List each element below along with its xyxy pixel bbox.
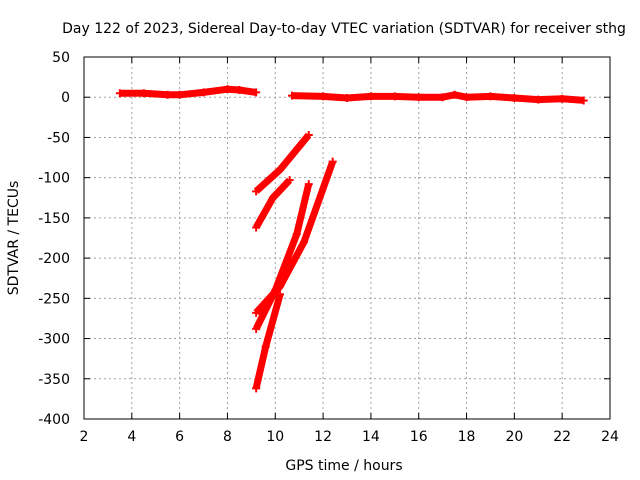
data-point [285,176,294,185]
x-tick-label: 2 [80,429,89,445]
data-point [276,165,285,174]
data-point [252,384,261,393]
series-line [253,160,336,316]
y-tick-label: -150 [38,211,70,227]
data-point [486,92,495,101]
y-tick-label: -350 [38,372,70,388]
x-tick-label: 10 [266,429,284,445]
y-tick-label: -300 [38,332,70,348]
data-point [438,93,447,102]
data-point [252,187,261,196]
data-point [414,93,423,102]
y-tick-label: 0 [61,90,70,106]
data-point [558,94,567,103]
data-point [139,89,148,98]
data-point [304,180,313,189]
plot-frame [83,56,611,420]
data-point [579,96,588,105]
series-6 [252,157,337,317]
chart-title: Day 122 of 2023, Sidereal Day-to-day VTE… [62,21,626,37]
data-point [328,157,337,166]
x-axis-label: GPS time / hours [285,458,402,474]
series-line [252,183,313,331]
y-axis-label: SDTVAR / TECUs [6,181,22,296]
x-tick-label: 24 [601,429,619,445]
x-tick-label: 6 [175,429,184,445]
data-point [288,91,297,100]
data-point [175,90,184,99]
data-point [223,85,232,94]
series-1 [115,85,261,99]
data-point [252,308,261,317]
x-axis: 2 4 6 8 10 12 14 16 18 20 22 24 [80,57,619,445]
data-point [510,94,519,103]
data-point [235,85,244,94]
data-point [343,94,351,103]
data-point [276,290,285,299]
y-tick-label: 50 [52,50,70,66]
data-point [462,93,471,102]
data-point [390,92,399,101]
x-tick-label: 20 [505,429,523,445]
data-point [276,282,285,291]
data-point [534,95,543,104]
data-point [163,90,172,99]
series-2 [288,90,588,105]
data-point [261,342,270,351]
grid [84,57,610,419]
data-point [304,131,313,140]
y-tick-label: -50 [47,130,70,146]
y-axis: 50 0 -50 -100 -150 -200 -250 -300 -350 -400 [38,50,610,428]
x-tick-label: 18 [458,429,476,445]
series-4 [252,176,294,232]
x-tick-label: 16 [410,429,428,445]
x-tick-label: 4 [127,429,136,445]
data-point [319,92,328,101]
x-tick-label: 14 [362,429,380,445]
data-point [252,88,261,97]
x-tick-label: 12 [314,429,332,445]
series-group [115,85,588,393]
y-tick-label: -250 [38,291,70,307]
data-point [292,229,301,238]
data-point [299,238,308,247]
y-tick-label: -400 [38,412,70,428]
data-point [450,90,459,99]
x-tick-label: 22 [553,429,571,445]
data-point [366,92,375,101]
data-point [268,193,277,202]
data-point [199,88,208,97]
y-tick-label: -100 [38,171,70,187]
x-tick-label: 8 [223,429,232,445]
data-point [252,324,261,333]
y-tick-label: -200 [38,251,70,267]
data-point [115,89,124,98]
series-7 [252,290,285,393]
series-3 [252,131,313,196]
data-point [252,223,261,232]
